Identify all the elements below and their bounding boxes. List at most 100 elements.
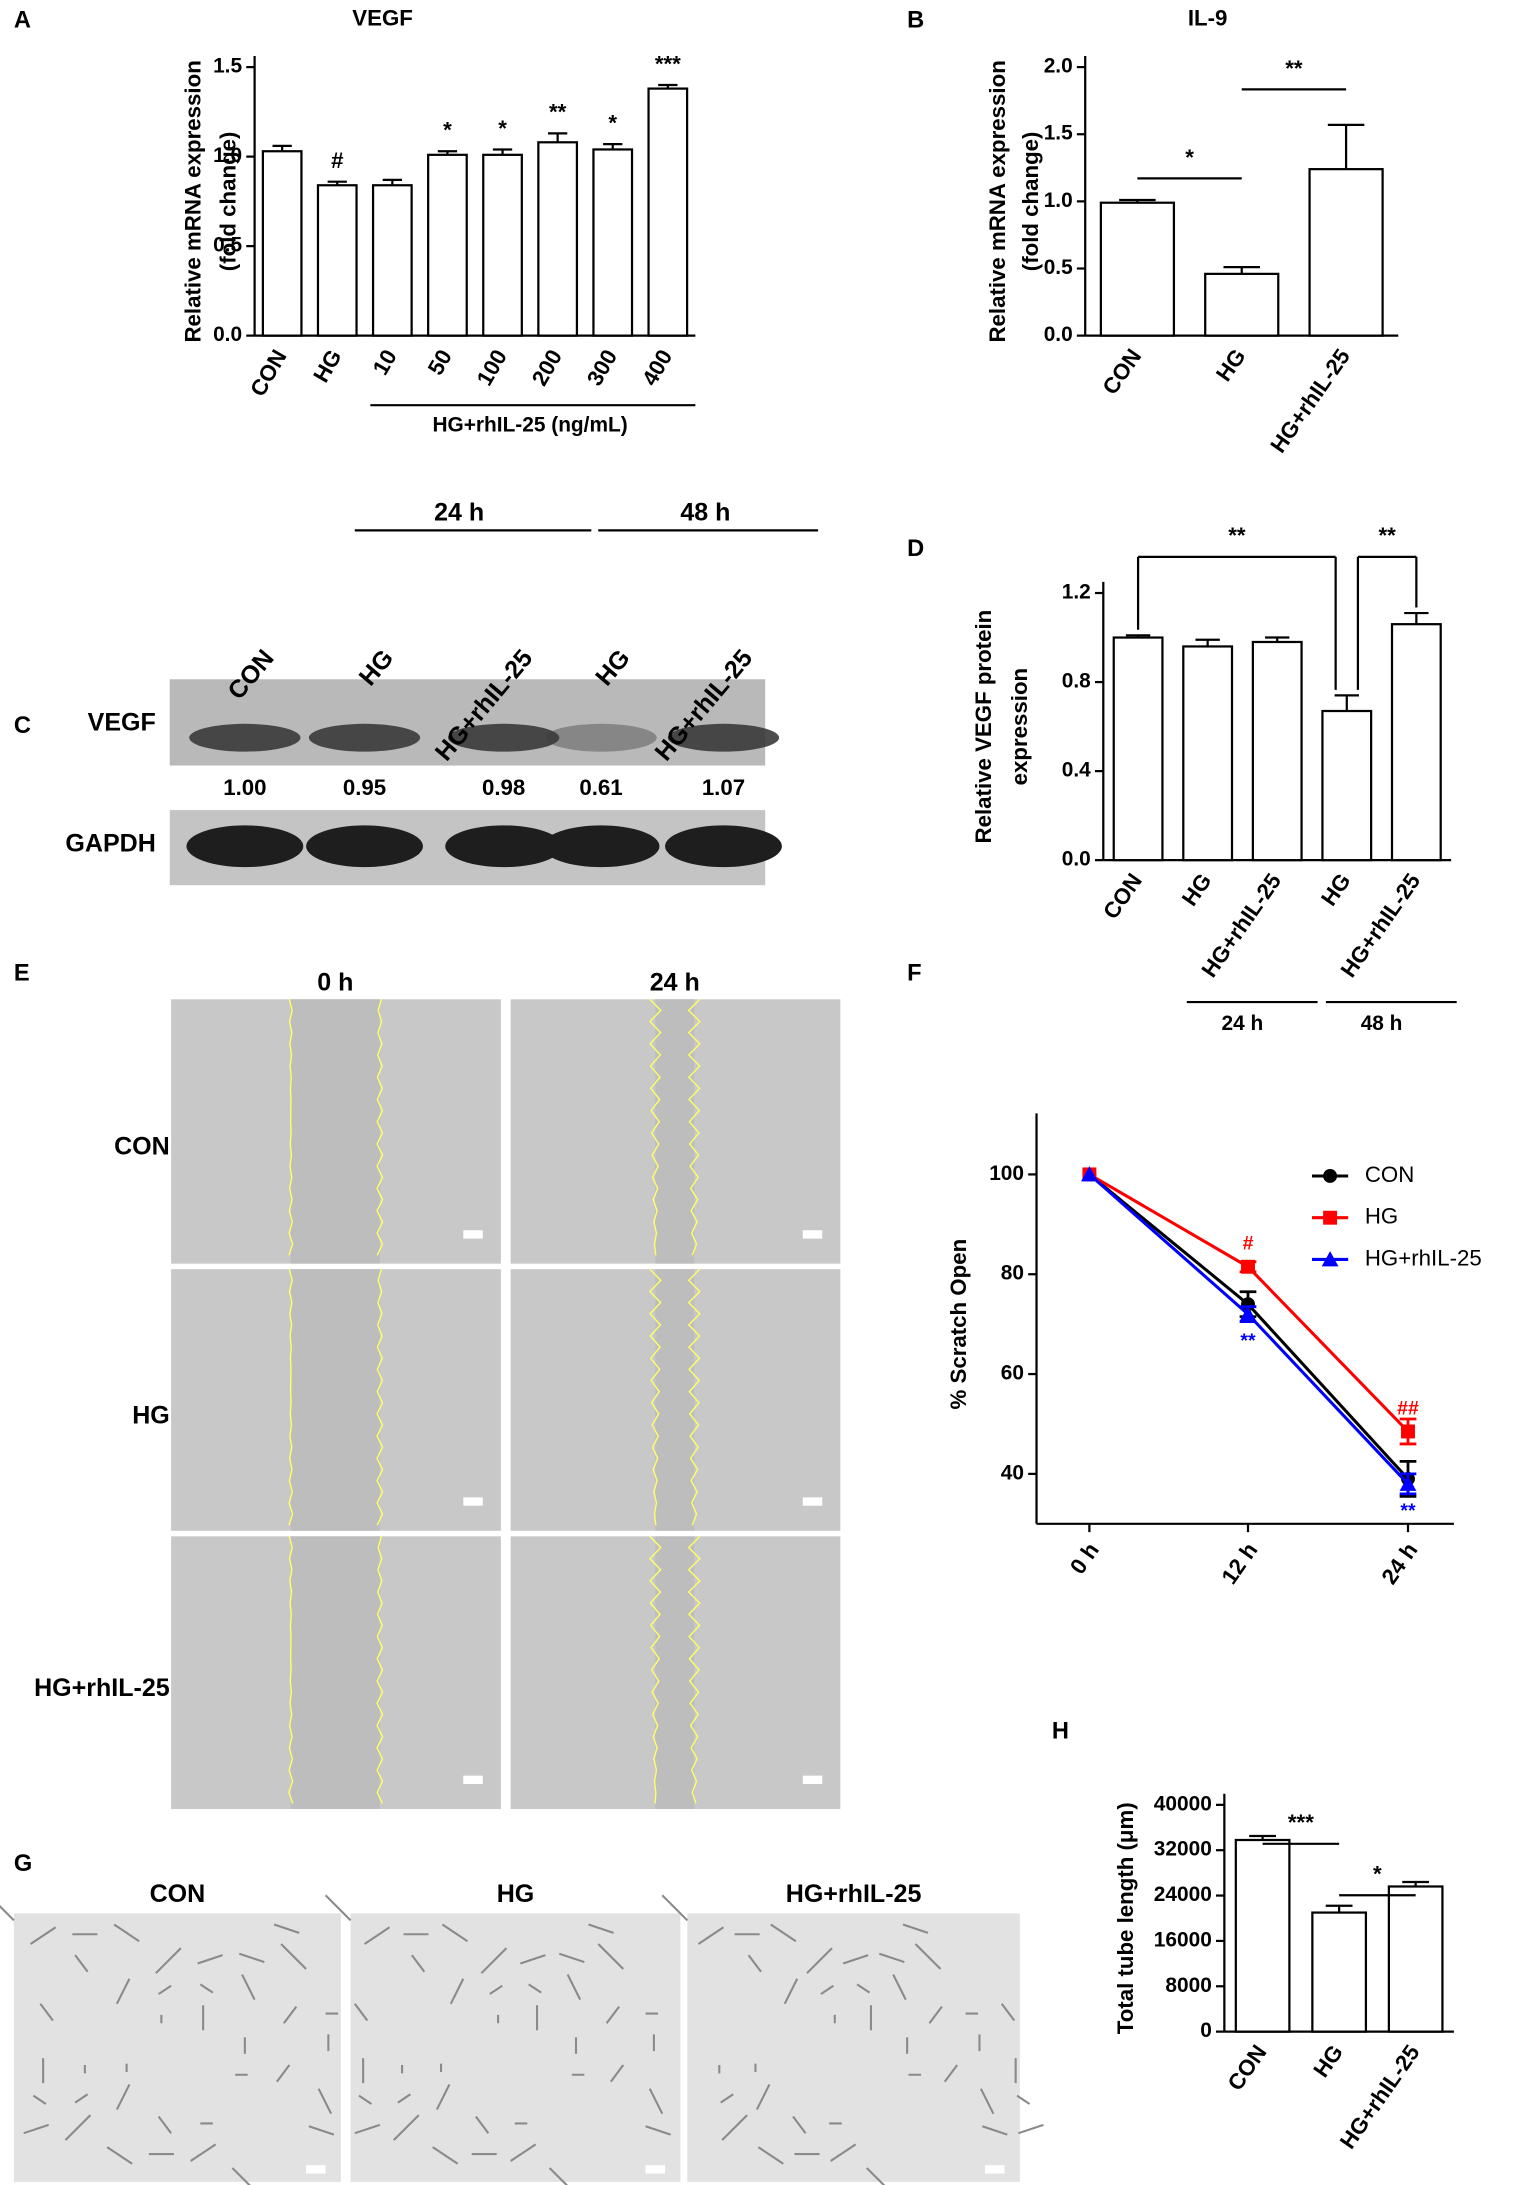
scratch-gap (655, 999, 695, 1264)
densitometry-value: 0.95 (343, 775, 386, 800)
bar (1308, 168, 1384, 337)
y-tick-label: 60 (1001, 1362, 1024, 1385)
legend-label: CON (1365, 1162, 1414, 1187)
bar (1099, 201, 1176, 337)
scratch-gap (655, 1536, 695, 1810)
x-tick-label: CON (1097, 344, 1146, 399)
panel-letter: F (907, 960, 921, 986)
scale-bar (645, 2165, 666, 2174)
significance-label: # (331, 148, 344, 173)
tube-image (687, 1913, 1020, 2182)
panel-letter: D (907, 536, 924, 562)
point (1081, 1166, 1098, 1182)
column-label: 24 h (650, 969, 700, 997)
y-axis-label: Relative mRNA expression (985, 60, 1010, 342)
blot-band (665, 825, 782, 868)
x-tick-label: 400 (637, 345, 677, 390)
x-tick-label: 0 h (1065, 1538, 1104, 1579)
significance-label: * (1185, 145, 1194, 170)
densitometry-value: 0.61 (579, 775, 622, 800)
point (1239, 1305, 1257, 1322)
y-tick-label: 2.0 (1044, 55, 1073, 78)
x-tick-label: CON (1098, 869, 1147, 924)
bar (427, 153, 468, 337)
bar (1387, 1885, 1444, 2033)
blot-band (542, 825, 660, 868)
scratch-edge (648, 1268, 662, 1526)
significance-label: # (1243, 1233, 1254, 1255)
group-label: 48 h (1361, 1012, 1403, 1035)
scratch-edge (288, 999, 294, 1256)
scratch-edge (687, 1268, 701, 1526)
scratch-gap (290, 999, 380, 1264)
chart-title: VEGF (352, 6, 413, 31)
bar (482, 153, 523, 337)
bar (592, 148, 634, 337)
scale-bar (463, 1497, 483, 1506)
group-label: HG+rhIL-25 (ng/mL) (432, 414, 627, 437)
tube-image (350, 1913, 681, 2182)
y-axis-label: % Scratch Open (946, 1239, 971, 1410)
panel-letter: G (14, 1851, 32, 1877)
y-tick-label: 0.5 (1044, 256, 1073, 279)
scale-bar (463, 1775, 483, 1784)
x-tick-label: 100 (472, 345, 512, 390)
y-tick-label: 0.5 (213, 234, 242, 257)
significance-label: ** (1378, 523, 1396, 548)
y-axis-label: expression (1007, 668, 1032, 786)
bar (1321, 709, 1373, 862)
bar (1311, 1911, 1368, 2033)
scratch-edge (376, 1536, 384, 1804)
significance-label: ** (1285, 56, 1303, 81)
scratch-gap (290, 1536, 380, 1810)
significance-label: ** (1240, 1330, 1256, 1352)
bar (1234, 1838, 1291, 2033)
y-tick-label: 0.4 (1062, 759, 1091, 782)
blot-band (306, 825, 423, 868)
blot-band (545, 723, 657, 752)
blot-image (169, 679, 766, 766)
significance-label: ** (1228, 523, 1246, 548)
panel-letter: A (14, 7, 31, 33)
scratch-edge (376, 999, 384, 1256)
x-tick-label: 24 h (1376, 1538, 1422, 1589)
significance-label: ** (549, 100, 567, 125)
scratch-edge (648, 1535, 662, 1804)
legend-marker (1323, 1210, 1338, 1225)
scale-bar (802, 1775, 823, 1784)
row-label: HG+rhIL-25 (34, 1674, 170, 1702)
y-tick-label: 1.0 (1044, 189, 1073, 212)
significance-label: * (443, 118, 452, 143)
blot-band (189, 723, 301, 752)
x-tick-label: CON (1223, 2040, 1272, 2095)
legend-label: HG+rhIL-25 (1365, 1245, 1482, 1270)
densitometry-value: 0.98 (482, 775, 525, 800)
significance-label: *** (1288, 1810, 1314, 1835)
panel-letter: B (907, 7, 924, 33)
point (1401, 1424, 1415, 1439)
group-label: 48 h (680, 498, 730, 526)
scratch-edge (687, 998, 701, 1256)
y-axis-label: Total tube length (μm) (1113, 1802, 1138, 2034)
point (1241, 1259, 1255, 1274)
column-label: 0 h (317, 969, 353, 997)
densitometry-value: 1.07 (702, 775, 745, 800)
legend-marker (1321, 1251, 1339, 1267)
scratch-edge (288, 1536, 294, 1804)
bar (1251, 640, 1303, 862)
x-tick-label: HG (1177, 869, 1217, 911)
y-tick-label: 1.2 (1062, 581, 1091, 604)
y-tick-label: 1.5 (1044, 122, 1073, 145)
bar (1112, 636, 1164, 862)
significance-label: *** (655, 51, 681, 76)
scratch-gap (655, 1269, 695, 1531)
scale-bar (985, 2165, 1005, 2174)
blot-row-label: VEGF (88, 708, 156, 736)
column-label: CON (150, 1880, 206, 1908)
x-tick-label: HG (1316, 869, 1356, 911)
y-tick-label: 32000 (1154, 1838, 1212, 1861)
blot-band (448, 723, 560, 752)
y-axis-label: Relative VEGF protein (971, 610, 996, 844)
group-label: 24 h (1222, 1012, 1264, 1035)
